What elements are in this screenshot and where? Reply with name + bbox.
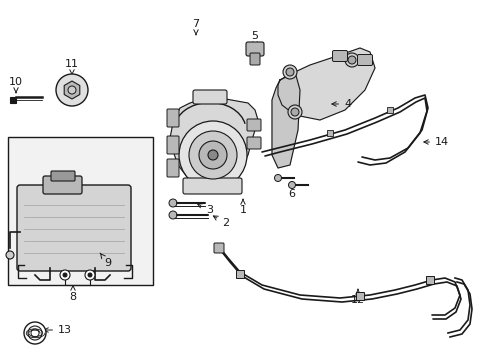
Circle shape [179, 121, 246, 189]
Text: 14: 14 [423, 137, 448, 147]
Circle shape [288, 181, 295, 189]
Text: 9: 9 [100, 253, 111, 268]
Circle shape [345, 53, 358, 67]
Polygon shape [64, 81, 80, 99]
Text: 11: 11 [65, 59, 79, 75]
Circle shape [207, 150, 218, 160]
Text: 4: 4 [331, 99, 350, 109]
Bar [355, 292, 363, 300]
Circle shape [31, 329, 39, 337]
Bar [386, 107, 392, 113]
FancyBboxPatch shape [214, 243, 224, 253]
Circle shape [6, 251, 14, 259]
Circle shape [287, 105, 302, 119]
Circle shape [274, 175, 281, 181]
Circle shape [88, 273, 92, 277]
FancyBboxPatch shape [332, 50, 347, 62]
FancyBboxPatch shape [249, 53, 260, 65]
Text: 10: 10 [9, 77, 23, 93]
Circle shape [85, 270, 95, 280]
Circle shape [169, 199, 177, 207]
Circle shape [169, 211, 177, 219]
Circle shape [347, 56, 355, 64]
Bar [8, 137, 153, 285]
FancyBboxPatch shape [245, 42, 264, 56]
FancyBboxPatch shape [246, 119, 261, 131]
Text: 7: 7 [192, 19, 199, 35]
Bar [425, 276, 433, 284]
Circle shape [56, 74, 88, 106]
Circle shape [28, 326, 42, 340]
Text: 2: 2 [213, 216, 229, 228]
Circle shape [68, 86, 76, 94]
FancyBboxPatch shape [246, 137, 261, 149]
Circle shape [63, 273, 67, 277]
FancyBboxPatch shape [183, 178, 242, 194]
Text: 6: 6 [288, 182, 295, 199]
Text: 13: 13 [44, 325, 72, 335]
Bar [326, 130, 332, 136]
Circle shape [290, 108, 298, 116]
Circle shape [283, 65, 296, 79]
FancyBboxPatch shape [17, 185, 131, 271]
Polygon shape [278, 48, 374, 120]
FancyBboxPatch shape [167, 109, 179, 127]
FancyBboxPatch shape [167, 136, 179, 154]
Circle shape [199, 141, 226, 169]
Text: 1: 1 [239, 199, 246, 215]
Circle shape [24, 322, 46, 344]
FancyBboxPatch shape [51, 171, 75, 181]
Circle shape [285, 68, 293, 76]
Text: 12: 12 [350, 289, 365, 305]
Bar [236, 270, 244, 278]
FancyBboxPatch shape [357, 54, 372, 66]
Text: 8: 8 [69, 286, 77, 302]
Polygon shape [170, 98, 258, 185]
Text: 5: 5 [251, 31, 258, 47]
FancyBboxPatch shape [167, 159, 179, 177]
Circle shape [60, 270, 70, 280]
Bar [10, 97, 16, 103]
FancyBboxPatch shape [43, 176, 82, 194]
Circle shape [189, 131, 237, 179]
Polygon shape [271, 72, 299, 168]
FancyBboxPatch shape [193, 90, 226, 104]
Text: 3: 3 [197, 204, 213, 215]
